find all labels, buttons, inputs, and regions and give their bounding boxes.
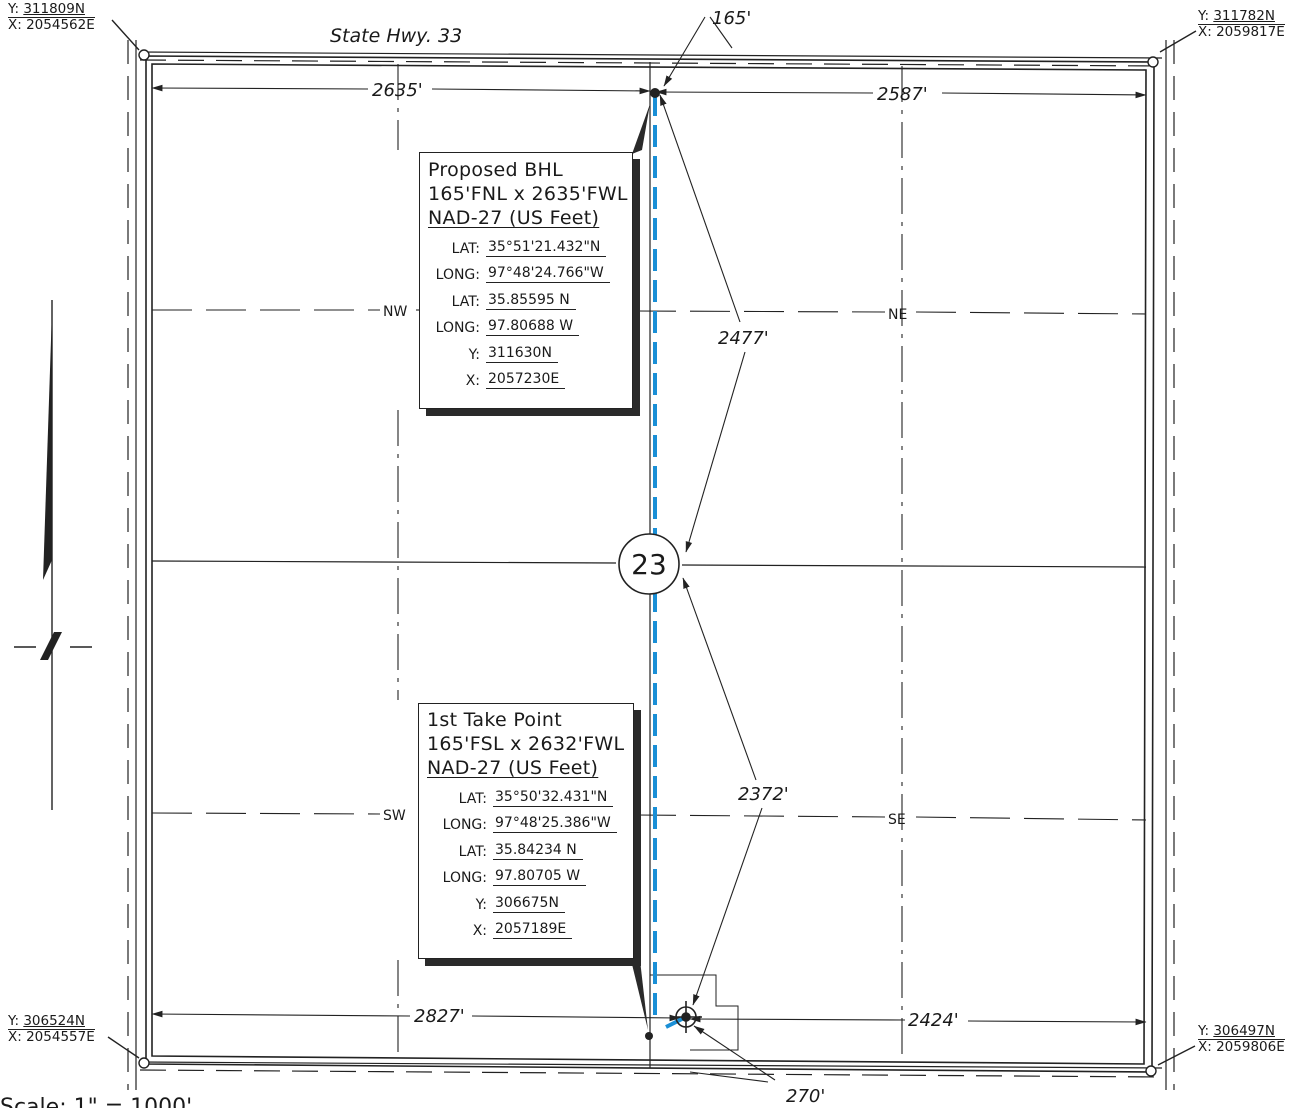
corner-markers <box>107 19 1197 1077</box>
quarter-label-sw: SW <box>383 808 406 824</box>
dim-top-left: 2635' <box>372 80 423 101</box>
dim-top-offset: 165' <box>712 8 751 29</box>
bhl-point <box>650 88 660 98</box>
take-point-location: 165'FSL x 2632'FWL <box>427 733 625 755</box>
take-point-row: Y: 306675N <box>419 886 633 913</box>
surface-hole-symbol <box>670 1001 702 1033</box>
bhl-callout: Proposed BHL 165'FNL x 2635'FWL NAD-27 (… <box>419 152 633 409</box>
north-arrow <box>14 300 92 810</box>
leader-lines <box>659 16 776 1083</box>
bhl-row: LONG: 97°48'24.766"W <box>420 257 632 283</box>
take-point-row: LONG: 97.80705 W <box>419 860 633 886</box>
quarter-label-nw: NW <box>383 304 407 320</box>
section-number-bubble: 23 <box>618 533 680 595</box>
dim-bottom-offset: 270' <box>786 1086 825 1107</box>
quarter-label-se: SE <box>888 812 906 828</box>
bhl-row: X: 2057230E <box>420 363 632 389</box>
take-point-datum: NAD-27 (US Feet) <box>427 757 599 779</box>
dim-bottom-right: 2424' <box>908 1010 959 1031</box>
bhl-row: Y: 311630N <box>420 336 632 363</box>
corner-sw-coords: Y: 306524N X: 2054557E <box>8 1013 95 1045</box>
bhl-location: 165'FNL x 2635'FWL <box>428 183 628 205</box>
take-point-row: LAT: 35.84234 N <box>419 833 633 860</box>
svg-text:23: 23 <box>631 548 667 581</box>
quarter-lines <box>151 64 1147 1062</box>
take-point-row: X: 2057189E <box>419 913 633 939</box>
callout-leaders <box>630 104 650 1030</box>
corner-se-coords: Y: 306497N X: 2059806E <box>1198 1023 1285 1055</box>
bhl-datum: NAD-27 (US Feet) <box>428 207 600 229</box>
scale-note: Scale: 1" = 1000' <box>0 1095 192 1108</box>
bhl-title: Proposed BHL <box>428 159 564 181</box>
bhl-row: LAT: 35°51'21.432"N <box>420 230 632 257</box>
dim-diag-lower: 2372' <box>738 784 789 805</box>
corner-ne-coords: Y: 311782N X: 2059817E <box>1198 8 1285 40</box>
quarter-label-ne: NE <box>888 307 907 323</box>
take-point-row: LAT: 35°50'32.431"N <box>419 780 633 807</box>
bhl-row: LAT: 35.85595 N <box>420 283 632 310</box>
bhl-row: LONG: 97.80688 W <box>420 310 632 336</box>
well-pad-outline <box>650 974 739 1051</box>
take-point <box>645 1032 653 1040</box>
take-point-row: LONG: 97°48'25.386"W <box>419 807 633 833</box>
road-label: State Hwy. 33 <box>330 25 462 47</box>
corner-nw-coords: Y: 311809N X: 2054562E <box>8 1 95 33</box>
dimension-lines <box>151 84 1147 1026</box>
dim-bottom-left: 2827' <box>414 1006 465 1027</box>
dim-diag-upper: 2477' <box>718 328 769 349</box>
road-lines <box>127 40 1175 1090</box>
dim-top-right: 2587' <box>877 84 928 105</box>
take-point-title: 1st Take Point <box>427 709 563 731</box>
take-point-callout: 1st Take Point 165'FSL x 2632'FWL NAD-27… <box>418 703 634 959</box>
